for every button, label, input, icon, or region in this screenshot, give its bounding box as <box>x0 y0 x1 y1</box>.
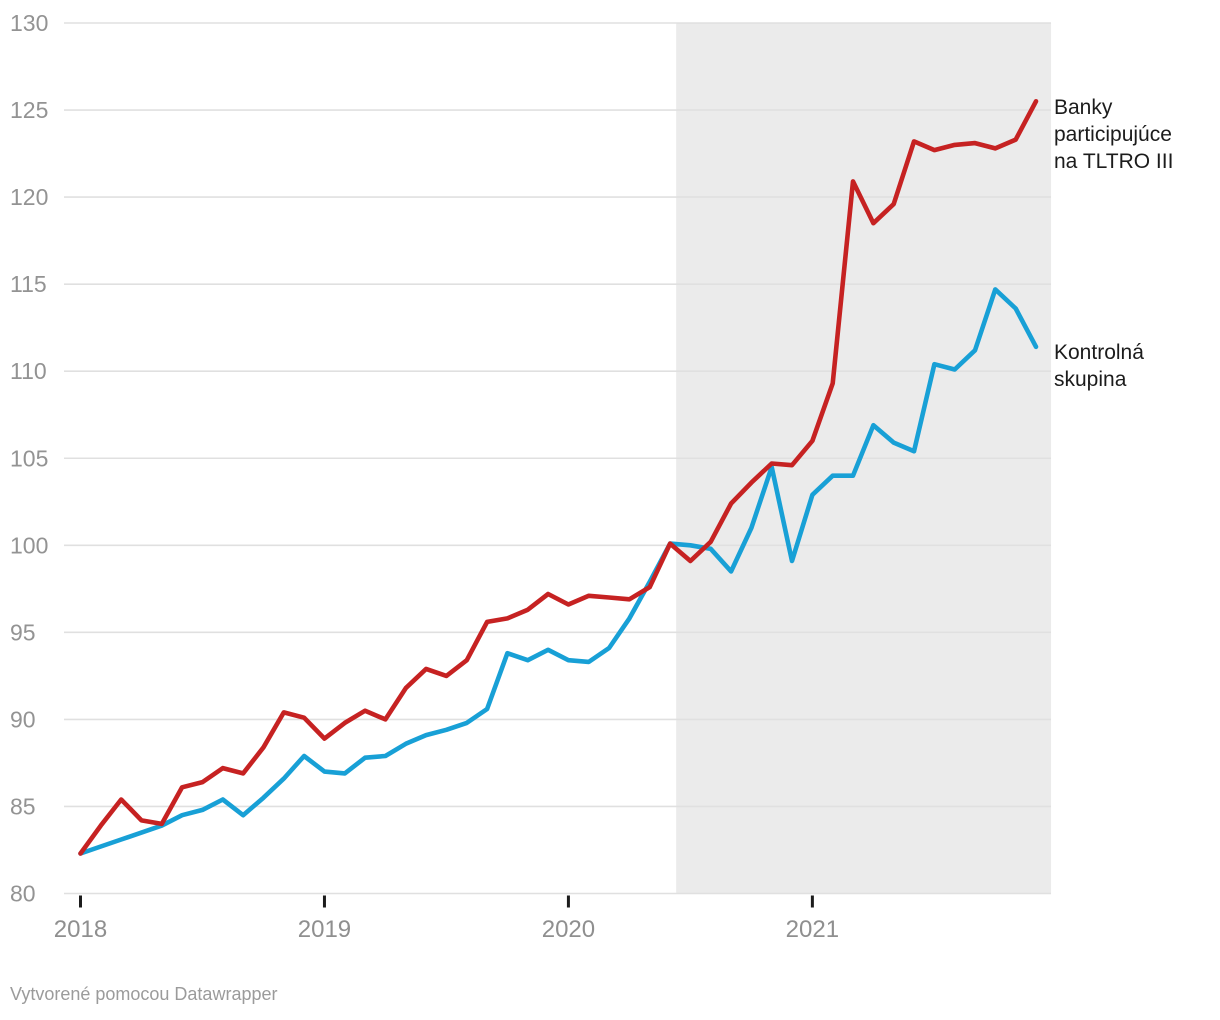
y-tick-label: 85 <box>10 793 36 819</box>
series-line-control <box>78 287 1039 856</box>
series-label-tltro: Banky participujúce na TLTRO III <box>1054 96 1174 173</box>
y-tick-label: 105 <box>10 445 48 471</box>
y-tick-label: 130 <box>10 10 48 36</box>
x-tick-label: 2020 <box>542 916 595 943</box>
series-label-control: Kontrolná skupina <box>1054 341 1144 391</box>
x-tick-label: 2018 <box>54 916 107 943</box>
y-tick-label: 125 <box>10 97 48 123</box>
y-tick-label: 100 <box>10 532 48 558</box>
y-tick-label: 80 <box>10 881 36 907</box>
y-tick-label: 110 <box>10 358 47 384</box>
x-tick-label: 2019 <box>298 916 351 943</box>
x-tick-label: 2021 <box>786 916 839 943</box>
series-line-tltro <box>78 99 1039 856</box>
y-tick-label: 90 <box>10 706 36 732</box>
y-tick-label: 115 <box>10 271 47 297</box>
y-tick-label: 120 <box>10 184 48 210</box>
attribution-text: Vytvorené pomocou Datawrapper <box>10 984 278 1004</box>
y-tick-label: 95 <box>10 619 36 645</box>
